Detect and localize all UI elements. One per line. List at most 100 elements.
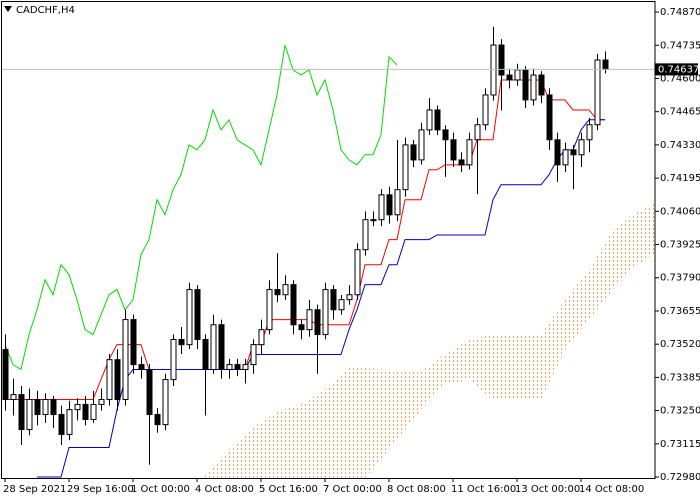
candle-body — [426, 109, 433, 131]
y-tick-label: 0.73520 — [660, 339, 700, 350]
candle-body — [34, 399, 41, 416]
candle-body — [274, 289, 281, 296]
last-price-label: 0.74637 — [658, 64, 699, 75]
candle-body — [42, 399, 49, 416]
candle-body — [562, 149, 569, 166]
candle-body — [402, 144, 409, 191]
candle-body — [418, 129, 425, 161]
candle-body — [26, 399, 33, 431]
candle-body — [298, 324, 305, 331]
candle-body — [82, 403, 89, 420]
indicator-line — [4, 44, 398, 371]
candle-body — [490, 44, 497, 96]
candle-body — [58, 414, 65, 435]
candle-body — [554, 139, 561, 166]
candle-body — [306, 309, 313, 331]
y-tick-label: 0.72980 — [660, 472, 700, 483]
candle-body — [130, 319, 137, 366]
candle-body — [266, 289, 273, 331]
x-tick-label: 5 Oct 16:00 — [259, 484, 318, 495]
candle-body — [226, 364, 233, 371]
x-tick-label: 14 Oct 08:00 — [579, 484, 644, 495]
y-tick-label: 0.73655 — [660, 306, 700, 317]
candle-body — [122, 319, 129, 401]
y-tick-label: 0.74060 — [660, 206, 700, 217]
candle-body — [242, 364, 249, 371]
candle-body — [546, 94, 553, 141]
x-tick-label: 11 Oct 16:00 — [451, 484, 516, 495]
plot-area — [1, 26, 655, 478]
chart-title: CADCHF,H4 — [16, 5, 75, 16]
candle-body — [98, 399, 105, 405]
candle-body — [362, 219, 369, 251]
last-price-box — [655, 63, 698, 76]
candle-body — [210, 324, 217, 371]
candle-body — [250, 344, 257, 366]
candle-body — [322, 289, 329, 336]
y-tick-label: 0.73250 — [660, 406, 700, 417]
candle-body — [2, 349, 9, 401]
candle-body — [410, 144, 417, 161]
candle-body — [442, 129, 449, 141]
y-tick-label: 0.74195 — [660, 173, 700, 184]
candle-body — [138, 364, 145, 371]
axes: 0.74870 0.74735 0.74600 0.74465 0.74330 0.741… — [3, 7, 700, 495]
y-tick-label: 0.74600 — [660, 73, 700, 84]
candle-body — [370, 219, 377, 222]
candle-body — [74, 403, 81, 411]
candle-body — [386, 194, 393, 216]
candle-body — [354, 249, 361, 296]
x-tick-label: 1 Oct 00:00 — [131, 484, 190, 495]
x-tick-label: 28 Sep 2021 — [3, 484, 66, 495]
candle-body — [346, 294, 353, 301]
candle-body — [194, 289, 201, 340]
menu-triangle[interactable] — [4, 6, 12, 12]
candle-body — [258, 329, 265, 346]
candle-body — [66, 409, 73, 435]
candle-body — [578, 139, 585, 156]
x-tick-label: 4 Oct 08:00 — [195, 484, 254, 495]
candle-body — [538, 74, 545, 96]
candle-body — [498, 44, 505, 76]
candle-body — [50, 399, 57, 416]
candle-body — [234, 364, 241, 371]
candle-body — [514, 69, 521, 81]
candle-body — [394, 189, 401, 216]
candle-body — [466, 139, 473, 166]
y-tick-label: 0.74465 — [660, 107, 700, 118]
plot-frame — [1, 1, 656, 479]
x-tick-label: 29 Sep 16:00 — [67, 484, 134, 495]
candle-body — [522, 69, 529, 101]
candle-body — [450, 139, 457, 161]
y-tick-label: 0.73115 — [660, 439, 700, 450]
candle-body — [106, 359, 113, 401]
candle-body — [146, 369, 153, 416]
y-tick-label: 0.74330 — [660, 140, 700, 151]
candle-body — [10, 394, 17, 401]
candle-body — [570, 149, 577, 156]
candle-body — [330, 289, 337, 311]
candle-body — [186, 289, 193, 346]
candle-body — [282, 284, 289, 296]
candle-body — [290, 284, 297, 326]
candle-body — [506, 74, 513, 81]
indicator-line — [5, 79, 605, 401]
candle-body — [594, 59, 601, 126]
x-tick-label: 8 Oct 08:00 — [387, 484, 446, 495]
candle-body — [154, 414, 161, 426]
candle-body — [434, 109, 441, 131]
candle-body — [602, 59, 609, 70]
indicator-line — [37, 119, 605, 478]
x-tick-label: 13 Oct 00:00 — [515, 484, 580, 495]
candle-body — [530, 74, 537, 101]
y-tick-label: 0.74735 — [660, 40, 700, 51]
candle-body — [202, 338, 209, 371]
candle-body — [170, 338, 177, 381]
candle-body — [18, 394, 25, 431]
candle-body — [218, 324, 225, 371]
y-tick-label: 0.73790 — [660, 273, 700, 284]
candle-body — [474, 124, 481, 141]
candle-body — [378, 194, 385, 221]
candle-body — [162, 379, 169, 426]
